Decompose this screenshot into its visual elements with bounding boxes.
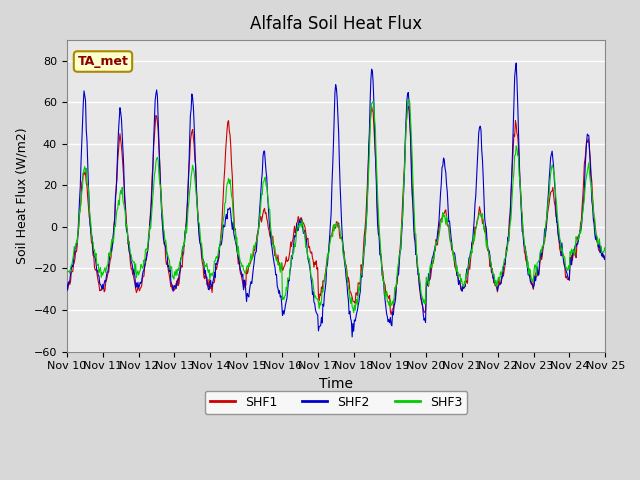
SHF2 — [348, 334, 356, 340]
SHF3 — [404, 96, 412, 102]
SHF3 — [73, 239, 81, 244]
SHF2 — [128, 261, 136, 266]
SHF1 — [63, 285, 70, 290]
SHF1 — [73, 249, 81, 255]
Line: SHF1: SHF1 — [67, 106, 605, 314]
SHF1 — [128, 265, 136, 271]
Line: SHF2: SHF2 — [67, 63, 605, 337]
SHF3 — [419, 295, 426, 301]
SHF3 — [63, 269, 70, 275]
SHF2 — [418, 299, 426, 304]
SHF3 — [402, 122, 410, 128]
Legend: SHF1, SHF2, SHF3: SHF1, SHF2, SHF3 — [205, 391, 467, 414]
Title: Alfalfa Soil Heat Flux: Alfalfa Soil Heat Flux — [250, 15, 422, 33]
SHF2 — [183, 219, 191, 225]
SHF2 — [63, 281, 70, 287]
Line: SHF3: SHF3 — [67, 99, 605, 312]
SHF3 — [350, 310, 358, 315]
SHF1 — [183, 212, 191, 217]
SHF3 — [128, 257, 136, 263]
Text: TA_met: TA_met — [77, 55, 129, 68]
SHF2 — [211, 275, 219, 280]
SHF3 — [602, 247, 609, 253]
SHF2 — [513, 60, 520, 66]
X-axis label: Time: Time — [319, 377, 353, 391]
SHF1 — [602, 255, 609, 261]
SHF2 — [402, 117, 410, 122]
SHF1 — [368, 103, 376, 109]
SHF1 — [387, 312, 395, 317]
SHF3 — [183, 230, 191, 236]
SHF1 — [211, 273, 219, 278]
SHF1 — [419, 303, 426, 309]
SHF2 — [602, 256, 609, 262]
SHF1 — [403, 112, 411, 118]
SHF2 — [73, 240, 81, 246]
Y-axis label: Soil Heat Flux (W/m2): Soil Heat Flux (W/m2) — [15, 128, 28, 264]
SHF3 — [211, 258, 219, 264]
